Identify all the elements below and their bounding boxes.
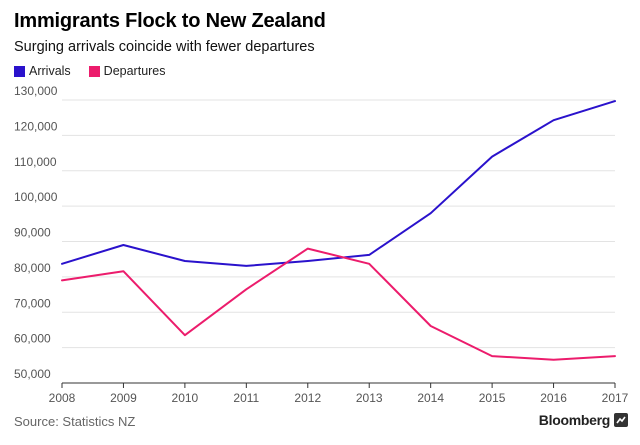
- x-tick-label: 2015: [479, 391, 506, 405]
- y-tick-label: 130,000: [14, 84, 58, 98]
- x-tick-label: 2010: [172, 391, 199, 405]
- chart-title: Immigrants Flock to New Zealand: [14, 10, 326, 32]
- legend-swatch-arrivals: [14, 65, 25, 77]
- x-tick-label: 2014: [417, 391, 444, 405]
- y-tick-label: 70,000: [14, 296, 51, 310]
- x-tick-label: 2008: [49, 391, 76, 405]
- legend-label-departures: Departures: [103, 64, 166, 78]
- x-tick-label: 2017: [602, 391, 629, 405]
- source-note: Source: Statistics NZ: [14, 414, 136, 429]
- y-tick-label: 50,000: [14, 367, 51, 381]
- series-line-departures: [61, 247, 616, 361]
- x-tick-label: 2016: [540, 391, 567, 405]
- x-tick-label: 2011: [233, 391, 259, 405]
- x-tick-label: 2012: [294, 391, 321, 405]
- y-tick-label: 90,000: [14, 226, 51, 240]
- y-tick-label: 110,000: [14, 155, 57, 169]
- legend-label-arrivals: Arrivals: [29, 64, 71, 78]
- bloomberg-logo-icon: [614, 413, 628, 427]
- legend-item-arrivals: Arrivals: [14, 64, 71, 78]
- legend-swatch-departures: [88, 65, 100, 77]
- y-tick-label: 100,000: [14, 190, 58, 204]
- y-tick-label: 80,000: [14, 261, 51, 275]
- y-tick-label: 120,000: [14, 119, 58, 133]
- legend-item-departures: Departures: [88, 64, 166, 78]
- x-tick-label: 2013: [356, 391, 383, 405]
- series-line-arrivals: [61, 100, 616, 267]
- x-tick-label: 2009: [110, 391, 137, 405]
- legend: Arrivals Departures: [14, 64, 184, 78]
- brand-name: Bloomberg: [538, 412, 611, 428]
- y-tick-label: 60,000: [14, 332, 51, 346]
- chart-subtitle: Surging arrivals coincide with fewer dep…: [14, 39, 315, 55]
